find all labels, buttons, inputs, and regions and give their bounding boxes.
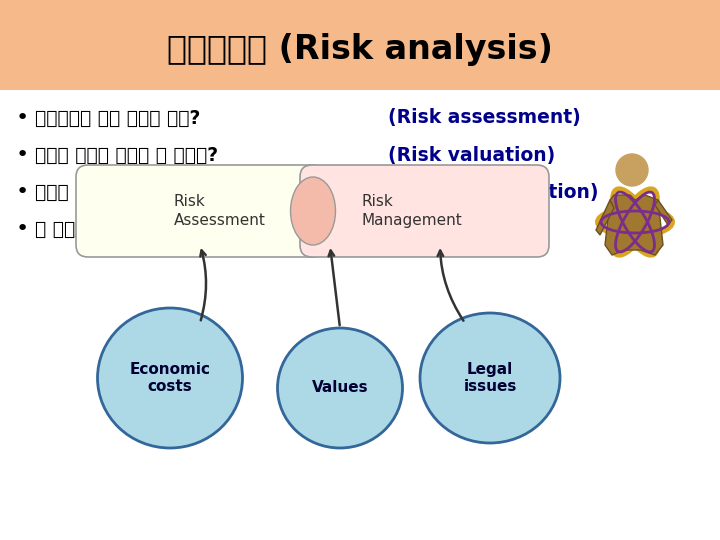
Text: •: •: [15, 182, 29, 202]
Text: 이러한 위해를 수용할 수 있는지?: 이러한 위해를 수용할 수 있는지?: [35, 145, 218, 165]
FancyBboxPatch shape: [0, 0, 720, 90]
Polygon shape: [655, 200, 672, 225]
Text: 이 저감/규제(안)의 평가는?: 이 저감/규제(안)의 평가는?: [35, 219, 196, 239]
Polygon shape: [605, 195, 663, 255]
Circle shape: [616, 154, 648, 186]
Text: Values: Values: [312, 381, 369, 395]
Text: (Option generation): (Option generation): [388, 183, 598, 201]
Text: •: •: [15, 219, 29, 239]
FancyBboxPatch shape: [300, 165, 549, 257]
FancyBboxPatch shape: [76, 165, 325, 257]
Text: (Cost/benefit): (Cost/benefit): [388, 219, 534, 239]
Ellipse shape: [277, 328, 402, 448]
Text: 위해성분석 (Risk analysis): 위해성분석 (Risk analysis): [167, 33, 553, 66]
Ellipse shape: [290, 177, 336, 245]
Text: Risk
Assessment: Risk Assessment: [174, 194, 266, 228]
Text: Legal
issues: Legal issues: [463, 362, 517, 394]
Text: (Risk valuation): (Risk valuation): [388, 145, 555, 165]
Text: (Risk assessment): (Risk assessment): [388, 109, 581, 127]
Text: Risk
Management: Risk Management: [361, 194, 462, 228]
Polygon shape: [596, 200, 614, 235]
Text: •: •: [15, 145, 29, 165]
Text: 유해물질로 인한 위해의 크기?: 유해물질로 인한 위해의 크기?: [35, 109, 200, 127]
Text: 이러한 위해를 저감할 수 있는가?: 이러한 위해를 저감할 수 있는가?: [35, 183, 218, 201]
Text: •: •: [15, 108, 29, 128]
Ellipse shape: [97, 308, 243, 448]
Text: Economic
costs: Economic costs: [130, 362, 210, 394]
Ellipse shape: [420, 313, 560, 443]
